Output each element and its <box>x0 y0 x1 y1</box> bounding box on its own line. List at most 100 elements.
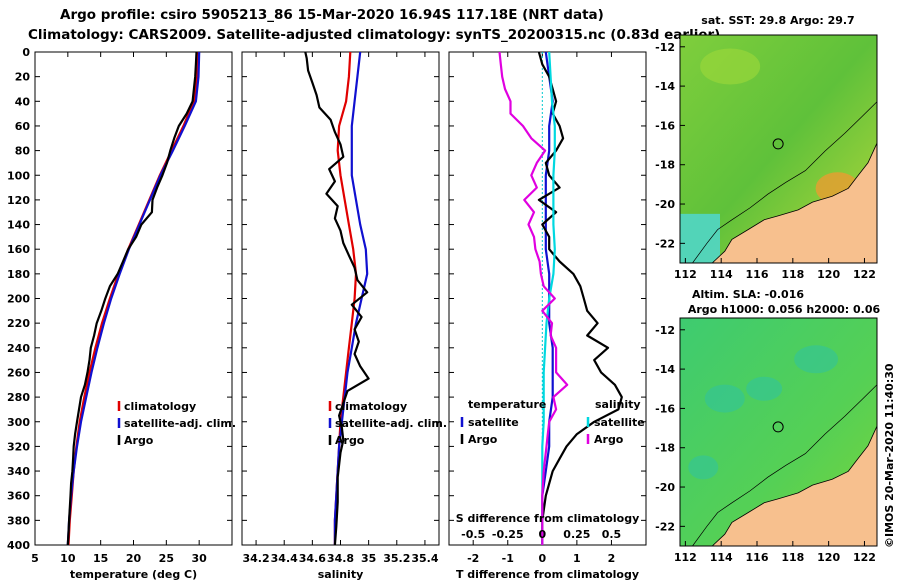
temperature-xtick-label: 25 <box>159 552 174 565</box>
sst-map-ytick-label: -16 <box>655 119 675 132</box>
salinity-xtick-label: 34.2 <box>243 552 270 565</box>
sla-map-xtick-label: 112 <box>674 551 697 564</box>
temperature-xlabel: temperature (deg C) <box>70 568 197 580</box>
sla-map-ytick-label: -18 <box>655 442 675 455</box>
sla-patch <box>688 455 719 480</box>
sla-patch <box>794 345 839 374</box>
difference-stick-label: -0.5 <box>461 528 485 541</box>
sst-patch <box>700 48 761 85</box>
temperature-xtick-label: 5 <box>31 552 39 565</box>
temperature-legend-label: Argo <box>124 434 154 447</box>
salinity-xtick-label: 34.6 <box>299 552 326 565</box>
salinity-frame <box>241 51 440 546</box>
depth-tick-label: 180 <box>7 268 30 281</box>
temperature-series-satellite-adj-clim- <box>66 51 201 546</box>
depth-tick-label: 300 <box>7 416 30 429</box>
difference-panel: -2 -1 0 1 2 T difference from climatology temp… <box>448 51 647 580</box>
sst-map-isobath <box>692 101 877 263</box>
sla-map-ytick-label: -20 <box>655 481 675 494</box>
salinity-xtick-label: 35 <box>361 552 376 565</box>
sst-map: -12 -14 -16 -18 -20 -22 112 114 116 118 120 122 sat.… <box>655 14 878 281</box>
depth-tick-label: 80 <box>15 145 31 158</box>
depth-tick-label: 20 <box>15 71 31 84</box>
imos-credit: ©IMOS 20-Mar-2020 11:40:30 <box>883 363 896 548</box>
difference-xtick-label: -1 <box>502 552 514 565</box>
depth-tick-label: 160 <box>7 243 30 256</box>
sst-map-ytick-label: -12 <box>655 41 675 54</box>
temperature-xtick-label: 30 <box>192 552 208 565</box>
temperature-panel: 0 20 40 60 80 100 120 140 160 180 200 220 240 260 280 3… <box>7 46 236 580</box>
sla-map-land <box>711 425 877 546</box>
sla-map-ytick-label: -22 <box>655 520 675 533</box>
difference-series-t-argo <box>537 51 623 545</box>
salinity-legend-label: climatology <box>335 400 407 413</box>
salinity-xtick-label: 34.8 <box>327 552 354 565</box>
sla-map-title: Altim. SLA: -0.016 <box>692 288 804 301</box>
header-title-line1: Argo profile: csiro 5905213_86 15-Mar-20… <box>60 7 604 23</box>
legend-temperature-label: satellite <box>468 416 519 429</box>
depth-tick-label: 40 <box>15 95 31 108</box>
salinity-series-satellite-adj-clim- <box>333 51 369 545</box>
sst-map-xtick-label: 114 <box>710 268 733 281</box>
sla-map: -12 -14 -16 -18 -20 -22 112 114 116 118 120 122 Alti… <box>655 288 880 564</box>
sla-map-ytick-label: -16 <box>655 402 675 415</box>
sla-map-ytick-label: -12 <box>655 324 675 337</box>
difference-stick-label: 0 <box>538 528 546 541</box>
depth-tick-label: 260 <box>7 366 30 379</box>
temperature-xtick-label: 15 <box>93 552 108 565</box>
salinity-xlabel: salinity <box>318 568 364 580</box>
sla-map-subtitle: Argo h1000: 0.056 h2000: 0.06 <box>688 303 881 316</box>
legend-salinity-title: salinity <box>595 398 641 411</box>
salinity-series-argo <box>304 51 370 546</box>
sla-map-xtick-label: 114 <box>710 551 733 564</box>
depth-tick-label: 340 <box>7 465 30 478</box>
salinity-xtick-label: 35.4 <box>411 552 438 565</box>
sst-map-xtick-label: 116 <box>746 268 769 281</box>
sst-map-frame <box>679 34 878 264</box>
depth-tick-label: 380 <box>7 514 30 527</box>
sst-map-xtick-label: 112 <box>674 268 697 281</box>
salinity-xtick-label: 34.4 <box>271 552 298 565</box>
sla-map-isobath <box>692 384 877 546</box>
depth-tick-label: 280 <box>7 391 30 404</box>
sst-map-field <box>680 35 877 263</box>
sla-map-xtick-label: 120 <box>817 551 840 564</box>
legend-temperature-title: temperature <box>468 398 546 411</box>
sst-map-xtick-label: 122 <box>853 268 876 281</box>
salinity-panel: 34.2 34.4 34.6 34.8 35 35.2 35.4 salinity climat… <box>241 51 447 580</box>
depth-tick-label: 0 <box>22 46 30 59</box>
temperature-series-argo <box>66 51 198 546</box>
depth-tick-label: 100 <box>7 169 30 182</box>
sst-map-ytick-label: -18 <box>655 159 675 172</box>
header-title-line2: Climatology: CARS2009. Satellite-adjuste… <box>28 27 721 43</box>
difference-frame <box>448 51 647 546</box>
difference-series-s-satellite <box>541 51 556 545</box>
temperature-xtick-label: 20 <box>126 552 142 565</box>
sst-map-xtick-label: 120 <box>817 268 840 281</box>
sla-map-xtick-label: 118 <box>781 551 804 564</box>
sst-cool-patch <box>680 213 720 263</box>
sst-map-land <box>711 142 877 263</box>
depth-tick-label: 320 <box>7 440 30 453</box>
sla-patch <box>704 384 745 413</box>
sla-map-xtick-label: 116 <box>746 551 769 564</box>
legend-temperature-label: Argo <box>468 433 498 446</box>
sla-map-field <box>680 318 877 546</box>
difference-xtick-label: 2 <box>608 552 616 565</box>
difference-xtick-label: 0 <box>538 552 546 565</box>
sst-map-argo-marker <box>772 138 784 150</box>
difference-xtick-label: 1 <box>573 552 581 565</box>
depth-tick-label: 240 <box>7 342 30 355</box>
salinity-legend-label: Argo <box>335 434 365 447</box>
temperature-legend-label: climatology <box>124 400 196 413</box>
legend-salinity-label: satellite <box>594 416 645 429</box>
depth-tick-label: 200 <box>7 293 30 306</box>
depth-tick-label: 400 <box>7 539 30 552</box>
sst-map-ytick-label: -14 <box>655 80 675 93</box>
sla-map-ytick-label: -14 <box>655 363 675 376</box>
temperature-xtick-label: 10 <box>60 552 76 565</box>
difference-xlabel2: S difference from climatology <box>456 512 640 525</box>
sst-map-xtick-label: 118 <box>781 268 804 281</box>
difference-xtick-label: -2 <box>467 552 479 565</box>
